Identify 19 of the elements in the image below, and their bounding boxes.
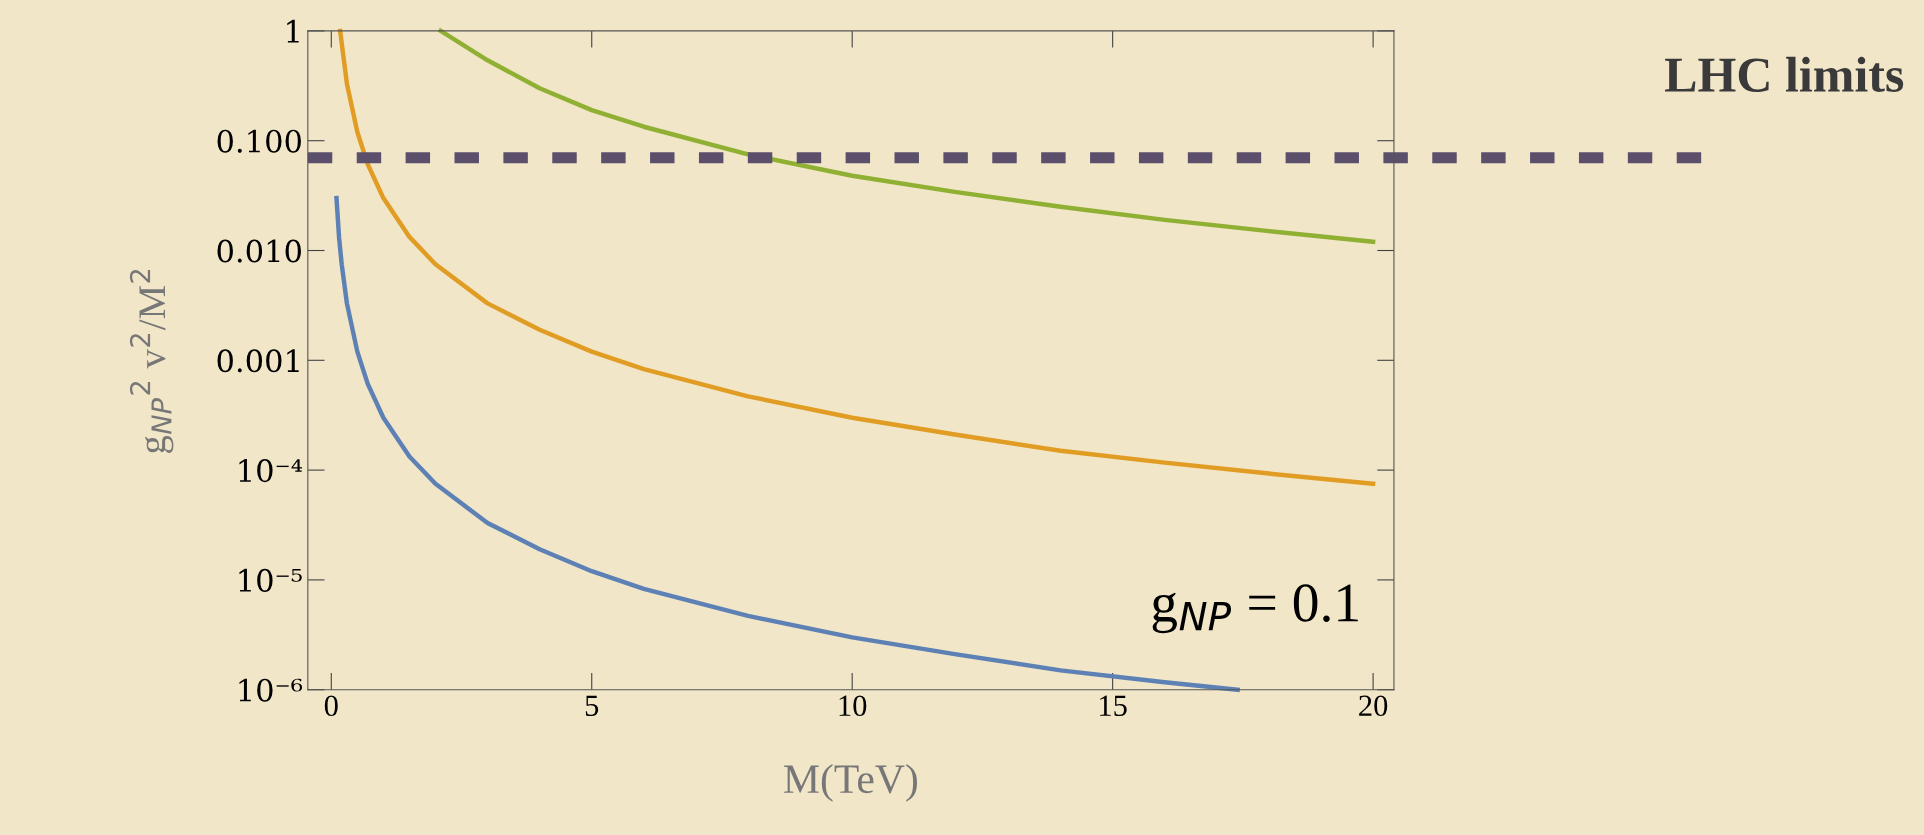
line-series xyxy=(334,195,1240,692)
line-series xyxy=(337,28,1376,487)
x-tick-label: 10 xyxy=(839,695,867,717)
y-tick-label: 10⁻⁵ xyxy=(239,568,302,592)
x-tick-label: 5 xyxy=(585,695,599,717)
y-tick-label: 1 xyxy=(287,19,299,43)
y-tick-label: 0.010 xyxy=(217,239,301,263)
y-axis-title: g$_{NP}$$^{2}$ v$^{2}$/M$^{2}$ xyxy=(129,269,174,453)
y-tick-label: 10⁻⁴ xyxy=(239,459,303,483)
annotation: g$_{NP}$ = 0.1 xyxy=(1152,584,1358,634)
ref-line-label: LHC limits xyxy=(1664,56,1904,92)
x-tick-label: 20 xyxy=(1359,695,1388,717)
x-tick-label: 0 xyxy=(324,695,338,717)
y-tick-label: 0.100 xyxy=(217,129,301,153)
y-tick-label: 0.001 xyxy=(217,349,299,373)
y-tick-label: 10⁻⁶ xyxy=(239,678,303,702)
line-series xyxy=(438,28,1376,245)
x-tick-label: 15 xyxy=(1100,695,1127,717)
x-axis-title: M(TeV) xyxy=(784,763,918,802)
